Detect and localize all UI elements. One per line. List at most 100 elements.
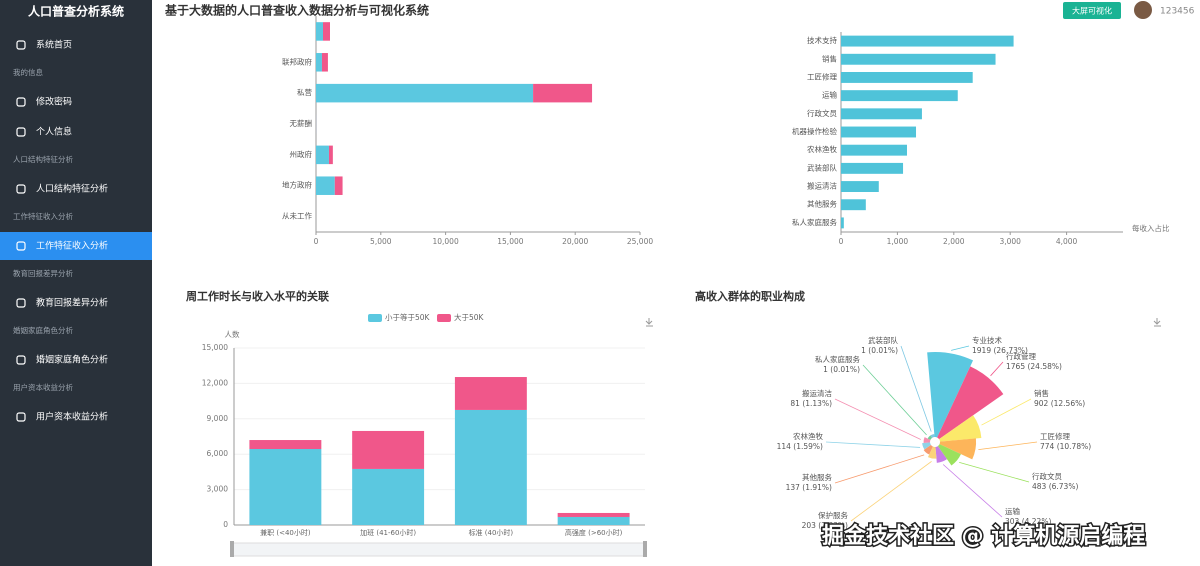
bar xyxy=(321,53,328,72)
x-tick-label: 1,000 xyxy=(887,237,909,246)
rose-slice xyxy=(923,437,931,443)
y-tick-label: 州政府 xyxy=(290,149,313,159)
x-tick-label: 20,000 xyxy=(562,237,588,246)
y-tick-label: 工匠修理 xyxy=(807,71,837,81)
rose-slice xyxy=(930,433,935,438)
big-screen-button[interactable] xyxy=(1063,2,1121,19)
slice-value: 1 (0.01%) xyxy=(823,365,860,374)
menu-section: 人口结构特征分析 xyxy=(13,154,73,164)
slice-value: 1919 (26.73%) xyxy=(972,346,1028,355)
menu-icon xyxy=(16,97,26,107)
menu-item[interactable]: 婚姻家庭角色分析 xyxy=(36,354,108,366)
menu-item[interactable]: 修改密码 xyxy=(36,96,72,108)
x-tick-label: 高强度 (>60小时) xyxy=(565,528,623,537)
slice-label: 其他服务 xyxy=(802,472,832,482)
zoom-slider[interactable] xyxy=(231,542,646,557)
x-tick-label: 兼职 (<40小时) xyxy=(260,528,311,537)
menu-icon xyxy=(16,412,26,422)
legend-label[interactable]: 大于50K xyxy=(454,312,485,322)
menu-icon xyxy=(16,127,26,137)
bar xyxy=(352,468,425,525)
bar xyxy=(557,512,630,517)
bar xyxy=(316,53,322,72)
bar xyxy=(316,83,534,103)
slice-value: 774 (10.78%) xyxy=(1040,442,1091,451)
menu-item[interactable]: 工作特征收入分析 xyxy=(36,240,108,252)
y-tick-label: 行政文员 xyxy=(807,108,837,118)
menu-item[interactable]: 系统首页 xyxy=(36,39,72,51)
y-tick-label: 12,000 xyxy=(202,378,228,387)
y-tick-label: 6,000 xyxy=(207,449,229,458)
rose-slice xyxy=(927,352,974,438)
leader-line xyxy=(978,441,1038,451)
y-tick-label: 销售 xyxy=(822,53,837,63)
leader-line xyxy=(862,364,927,436)
bar xyxy=(557,516,630,525)
y-tick-label: 技术支持 xyxy=(807,35,837,45)
button-label[interactable]: 大屏可视化 xyxy=(1072,6,1112,16)
slice-label: 行政管理 xyxy=(1006,351,1036,361)
username[interactable]: 123456 xyxy=(1160,7,1195,17)
leader-line xyxy=(834,398,921,440)
slice-label: 搬运清洁 xyxy=(802,388,832,398)
slice-label: 农林渔牧 xyxy=(793,431,823,441)
menu-item[interactable]: 人口结构特征分析 xyxy=(36,183,108,195)
y-tick-label: 机器操作检验 xyxy=(792,126,837,136)
x-tick-label: 10,000 xyxy=(432,237,458,246)
rose-slice xyxy=(937,366,1004,440)
slice-value: 137 (1.91%) xyxy=(786,483,832,492)
download-icon[interactable] xyxy=(645,318,653,327)
y-tick-label: 运输 xyxy=(822,90,837,100)
legend-swatch[interactable] xyxy=(437,314,451,322)
bar xyxy=(249,449,322,525)
slider-handle[interactable] xyxy=(643,541,647,557)
bar xyxy=(841,35,1014,47)
slice-label: 销售 xyxy=(1034,388,1049,398)
legend-swatch[interactable] xyxy=(368,314,382,322)
slice-label: 武装部队 xyxy=(868,335,898,345)
slice-label: 保护服务 xyxy=(818,510,848,520)
bar xyxy=(841,162,904,174)
menu-item[interactable]: 个人信息 xyxy=(36,126,72,138)
y-tick-label: 3,000 xyxy=(207,485,229,494)
sidebar-title: 人口普查分析系统 xyxy=(28,4,124,19)
y-tick-label: 联邦政府 xyxy=(282,56,312,66)
menu-icon xyxy=(16,241,26,251)
menu-section: 婚姻家庭角色分析 xyxy=(13,325,73,335)
x-tick-label: 2,000 xyxy=(943,237,965,246)
axis-label: 每收入占比 xyxy=(1132,223,1170,233)
menu-section: 用户资本收益分析 xyxy=(13,382,73,392)
slice-label: 私人家庭服务 xyxy=(815,354,860,364)
download-icon[interactable] xyxy=(1153,318,1161,327)
slider-handle[interactable] xyxy=(230,541,234,557)
rose-slice xyxy=(922,442,931,450)
avatar[interactable] xyxy=(1134,1,1152,19)
rose-slice xyxy=(927,435,933,440)
menu-section: 教育回报差异分析 xyxy=(13,268,73,278)
y-tick-label: 农林渔牧 xyxy=(807,144,837,154)
leader-line xyxy=(990,361,1004,377)
bar xyxy=(841,181,879,192)
rose-slice xyxy=(923,444,933,455)
x-tick-label: 加班 (41-60小时) xyxy=(360,528,416,537)
slice-label: 工匠修理 xyxy=(1040,431,1070,441)
x-tick-label: 标准 (40小时) xyxy=(469,528,514,537)
sidebar xyxy=(0,0,152,566)
bar xyxy=(322,22,330,41)
rose-slice xyxy=(939,415,982,442)
x-tick-label: 15,000 xyxy=(497,237,523,246)
leader-line xyxy=(981,398,1032,426)
bar xyxy=(841,90,958,102)
slice-value: 483 (6.73%) xyxy=(1032,482,1078,491)
menu-item[interactable]: 用户资本收益分析 xyxy=(36,411,108,423)
slice-label: 专业技术 xyxy=(972,335,1002,345)
bar xyxy=(249,440,322,450)
axis-label: 人数 xyxy=(225,329,240,339)
leader-line xyxy=(951,345,970,351)
bar xyxy=(328,145,333,165)
y-tick-label: 0 xyxy=(223,520,228,529)
menu-item[interactable]: 教育回报差异分析 xyxy=(36,297,108,309)
bar xyxy=(454,377,527,410)
legend-label[interactable]: 小于等于50K xyxy=(385,312,431,322)
